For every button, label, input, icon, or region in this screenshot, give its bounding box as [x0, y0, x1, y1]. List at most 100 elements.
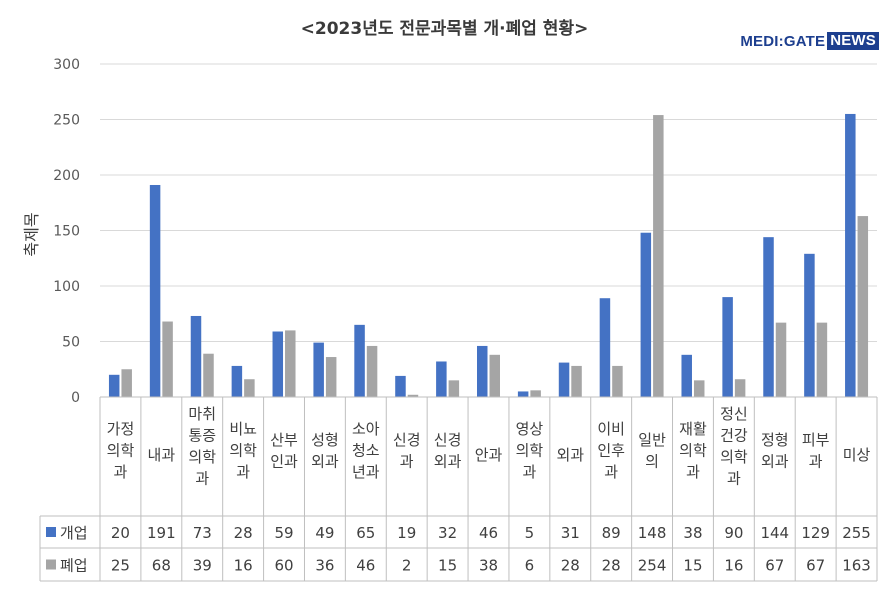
- bar-open-7: [395, 375, 406, 397]
- bar-open-11: [558, 362, 570, 397]
- bar-close-9: [489, 354, 500, 397]
- data-label-open-16: 144: [760, 524, 789, 542]
- y-axis-label: 축제목: [22, 212, 41, 256]
- bar-open-3: [231, 365, 243, 397]
- legend-swatch-open: [46, 527, 56, 537]
- bar-close-11: [571, 365, 582, 397]
- y-tick-label-50: 50: [62, 335, 80, 351]
- bar-close-4: [285, 330, 296, 397]
- data-label-close-6: 46: [356, 557, 375, 575]
- x-tick-label-15: 정신 건강 의학 과: [720, 405, 748, 488]
- bar-close-10: [530, 390, 541, 397]
- bar-open-2: [190, 315, 202, 397]
- legend-swatch-close: [46, 559, 56, 570]
- bar-open-10: [517, 391, 529, 397]
- x-tick-label-18: 미상: [843, 446, 871, 464]
- data-label-open-4: 59: [274, 524, 293, 542]
- data-label-open-7: 19: [397, 524, 416, 542]
- data-label-open-18: 255: [842, 524, 871, 542]
- data-label-close-4: 60: [274, 557, 293, 575]
- x-tick-label-14: 재활 의학 과: [679, 420, 707, 481]
- data-label-close-10: 6: [525, 557, 535, 575]
- x-tick-label-9: 안과: [475, 446, 503, 464]
- x-tick-label-7: 신경 과: [393, 431, 421, 471]
- bar-close-6: [366, 345, 378, 397]
- bar-open-4: [272, 331, 284, 397]
- bar-open-8: [436, 361, 447, 397]
- data-label-open-8: 32: [438, 524, 457, 542]
- data-label-open-2: 73: [193, 524, 212, 542]
- bar-open-15: [722, 297, 733, 397]
- data-label-open-11: 31: [561, 524, 580, 542]
- data-label-close-14: 15: [683, 557, 702, 575]
- data-label-open-5: 49: [315, 524, 334, 542]
- bar-close-12: [612, 365, 623, 397]
- data-label-close-11: 28: [561, 557, 580, 575]
- bar-open-5: [313, 342, 324, 397]
- x-tick-label-13: 일반 의: [638, 431, 666, 471]
- legend-label-close: 폐업: [60, 557, 88, 575]
- bar-open-6: [354, 324, 365, 397]
- x-tick-label-8: 신경 외과: [434, 431, 462, 471]
- medigate-news-logo: MEDI:GATE NEWS: [740, 32, 879, 50]
- bar-close-18: [857, 216, 869, 397]
- bar-close-16: [775, 322, 787, 397]
- data-label-close-9: 38: [479, 557, 498, 575]
- x-tick-label-10: 영상 의학 과: [516, 420, 544, 481]
- bar-close-1: [162, 321, 173, 397]
- data-label-open-12: 89: [602, 524, 621, 542]
- x-tick-label-16: 정형 외과: [761, 431, 789, 471]
- data-label-open-3: 28: [234, 524, 253, 542]
- bar-close-0: [121, 369, 132, 397]
- data-label-open-17: 129: [801, 524, 830, 542]
- bar-open-13: [640, 232, 652, 397]
- bar-close-13: [653, 115, 664, 397]
- data-label-close-18: 163: [842, 557, 871, 575]
- data-label-close-0: 25: [111, 557, 130, 575]
- x-tick-label-12: 이비 인후 과: [597, 420, 625, 481]
- x-tick-label-11: 외과: [556, 446, 584, 464]
- bar-close-8: [448, 380, 460, 397]
- logo-news: NEWS: [827, 32, 879, 50]
- chart-title: <2023년도 전문과목별 개·폐업 현황>: [300, 19, 589, 39]
- x-tick-label-1: 내과: [148, 446, 176, 464]
- data-label-close-16: 67: [765, 557, 784, 575]
- bar-close-2: [203, 353, 214, 397]
- bar-close-17: [816, 322, 828, 397]
- bar-open-12: [599, 298, 611, 397]
- x-tick-label-0: 가정 의학 과: [107, 420, 135, 481]
- y-tick-label-200: 200: [53, 168, 80, 184]
- data-label-close-13: 254: [638, 557, 667, 575]
- data-label-close-17: 67: [806, 557, 825, 575]
- bar-open-9: [477, 345, 488, 397]
- data-label-close-12: 28: [602, 557, 621, 575]
- data-label-close-7: 2: [402, 557, 412, 575]
- x-tick-label-5: 성형 외과: [311, 431, 339, 471]
- data-label-close-3: 16: [234, 557, 253, 575]
- y-tick-label-150: 150: [53, 224, 80, 240]
- bar-open-18: [845, 113, 856, 397]
- bar-close-7: [407, 394, 419, 397]
- x-tick-label-3: 비뇨 의학 과: [229, 420, 257, 481]
- logo-medigate: MEDI:GATE: [740, 32, 826, 50]
- x-tick-label-2: 마취 통증 의학 과: [188, 405, 216, 488]
- y-tick-label-0: 0: [71, 390, 80, 406]
- y-tick-label-300: 300: [53, 57, 80, 73]
- bar-open-14: [681, 354, 692, 397]
- data-label-close-1: 68: [152, 557, 171, 575]
- data-label-close-2: 39: [193, 557, 212, 575]
- x-tick-label-6: 소아 청소 년과: [352, 420, 380, 481]
- bar-open-1: [149, 184, 161, 397]
- data-label-open-1: 191: [147, 524, 176, 542]
- data-label-open-0: 20: [111, 524, 130, 542]
- x-tick-label-4: 산부 인과: [270, 431, 298, 471]
- data-label-close-8: 15: [438, 557, 457, 575]
- x-tick-label-17: 피부 과: [802, 431, 830, 471]
- legend-label-open: 개업: [60, 524, 88, 542]
- bar-close-14: [693, 380, 705, 397]
- y-tick-label-100: 100: [53, 279, 80, 295]
- y-tick-label-250: 250: [53, 113, 80, 129]
- bar-close-5: [325, 357, 337, 397]
- data-label-close-15: 16: [724, 557, 743, 575]
